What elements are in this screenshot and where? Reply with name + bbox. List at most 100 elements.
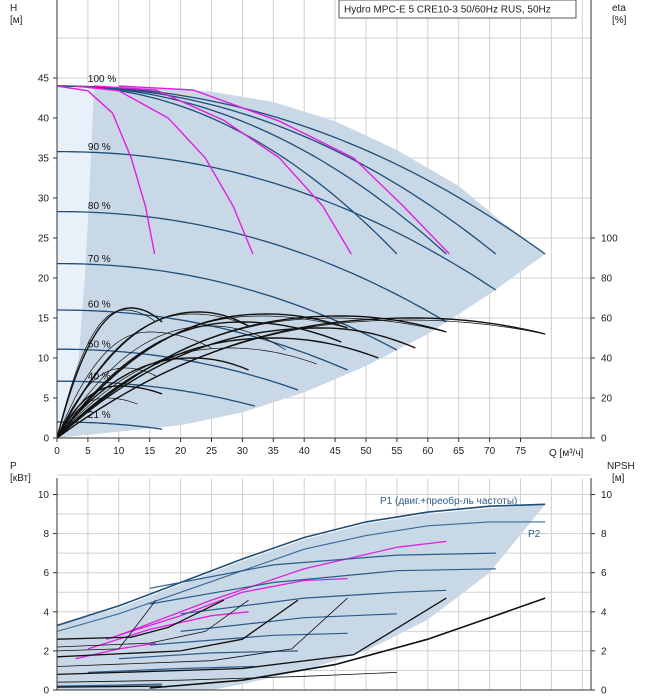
efficiency-curve [57, 385, 163, 438]
bottom-chart-curves [57, 503, 546, 689]
bottom-y2-tick-label: 8 [601, 529, 607, 540]
bottom-y-tick-label: 10 [38, 490, 50, 501]
head-curve-100 [57, 85, 497, 255]
bottom-y-axis-title: P [10, 461, 17, 472]
efficiency-curve [57, 397, 138, 438]
power-curve-black [57, 685, 163, 688]
x-tick-label: 55 [391, 446, 403, 457]
x-tick-label: 5 [85, 446, 91, 457]
y-tick-label: 35 [38, 154, 50, 165]
x-tick-label: 70 [484, 446, 496, 457]
x-axis-title: Q [м³/ч] [549, 448, 584, 459]
legend-p2: P2 [528, 529, 541, 540]
top-y-axis-title: H [10, 3, 17, 14]
y2-tick-label: 40 [601, 354, 613, 365]
bottom-chart-area [57, 504, 546, 690]
x-tick-label: 75 [515, 446, 527, 457]
top-y2-axis-title: eta [612, 3, 626, 14]
power-area [57, 504, 546, 690]
efficiency-curve [57, 367, 157, 438]
efficiency-curve [57, 347, 317, 438]
top-chart-curves: 100 % 90 % 80 % 70 % 60 % 50 % 40 % 21 % [57, 74, 546, 438]
power-curve-black [57, 599, 299, 658]
bottom-y2-tick-label: 2 [601, 646, 607, 657]
bottom-y2-tick-label: 4 [601, 607, 607, 618]
head-curve-100 [57, 85, 447, 255]
power-curve-black [57, 672, 397, 683]
power-curve-black [57, 599, 249, 648]
head-curve-100 [57, 85, 546, 255]
speed-label: 60 % [88, 300, 111, 311]
top-y2-axis-unit: [%] [612, 15, 627, 26]
power-curve [57, 683, 163, 687]
speed-label: 90 % [88, 142, 111, 153]
efficiency-curve [57, 337, 379, 438]
bep-power-curve [106, 577, 348, 640]
x-tick-label: 50 [360, 446, 372, 457]
bottom-y2-tick-label: 10 [601, 490, 613, 501]
bep-power-curve [118, 540, 447, 636]
speed-label: 40 % [88, 372, 111, 383]
y-tick-label: 30 [38, 194, 50, 205]
head-curve-speed [57, 210, 447, 323]
power-curve-black [57, 597, 348, 667]
x-tick-label: 20 [175, 446, 187, 457]
x-tick-label: 0 [54, 446, 60, 457]
title-box [338, 0, 577, 19]
y-tick-label: 40 [38, 114, 50, 125]
legend-p1: P1 (двиг.+преобр-ль частоты) [380, 495, 517, 507]
x-tick-label: 60 [422, 446, 434, 457]
low-flow-area [57, 86, 95, 438]
bep-head-curve [57, 85, 156, 255]
power-curve [149, 632, 348, 646]
power-curve-black [57, 599, 157, 652]
bottom-y2-tick-label: 0 [601, 686, 607, 697]
x-tick-label: 65 [453, 446, 465, 457]
bottom-y2-axis-title: NPSH [607, 461, 635, 472]
bep-head-curve [118, 85, 450, 255]
y-tick-label: 20 [38, 274, 50, 285]
x-tick-label: 35 [268, 446, 280, 457]
efficiency-curve [57, 313, 249, 438]
top-chart-area [57, 86, 546, 438]
bottom-y-tick-label: 6 [43, 568, 49, 579]
power-curve [149, 568, 496, 605]
power-curve [87, 665, 255, 673]
efficiency-curve [57, 331, 212, 438]
operating-area [57, 86, 546, 438]
efficiency-curve [57, 309, 157, 438]
x-tick-label: 25 [206, 446, 218, 457]
y-tick-label: 15 [38, 314, 50, 325]
x-tick-label: 40 [299, 446, 311, 457]
bottom-y2-tick-label: 6 [601, 568, 607, 579]
y2-tick-label: 100 [601, 234, 618, 245]
top-y-axis-unit: [м] [10, 15, 23, 26]
y-tick-label: 25 [38, 234, 50, 245]
bep-head-curve [75, 85, 254, 255]
x-tick-label: 10 [113, 446, 125, 457]
y2-tick-label: 0 [601, 434, 607, 445]
efficiency-curve [57, 327, 416, 438]
power-curve [149, 552, 496, 589]
speed-label: 80 % [88, 201, 111, 212]
p1-curve [57, 503, 546, 627]
x-tick-label: 30 [237, 446, 249, 457]
speed-label: 70 % [88, 254, 111, 265]
power-curve [180, 589, 447, 615]
power-curve-black [57, 597, 447, 676]
bottom-y2-axis-unit: [м] [612, 473, 625, 484]
speed-label: 21 % [88, 410, 111, 421]
p2-curve [57, 521, 546, 632]
x-tick-label: 15 [144, 446, 156, 457]
y-tick-label: 0 [43, 434, 49, 445]
y-tick-label: 5 [43, 394, 49, 405]
power-curve [118, 650, 299, 660]
speed-label: 100 % [88, 74, 116, 85]
y2-tick-label: 20 [601, 394, 613, 405]
top-chart-axes: 0 5 10 15 20 25 30 35 40 45 0 20 40 60 80 100 0 5 10 15 20 25… [38, 0, 618, 457]
bottom-y-tick-label: 8 [43, 529, 49, 540]
npsh-curve [149, 597, 546, 689]
y-tick-label: 45 [38, 74, 50, 85]
